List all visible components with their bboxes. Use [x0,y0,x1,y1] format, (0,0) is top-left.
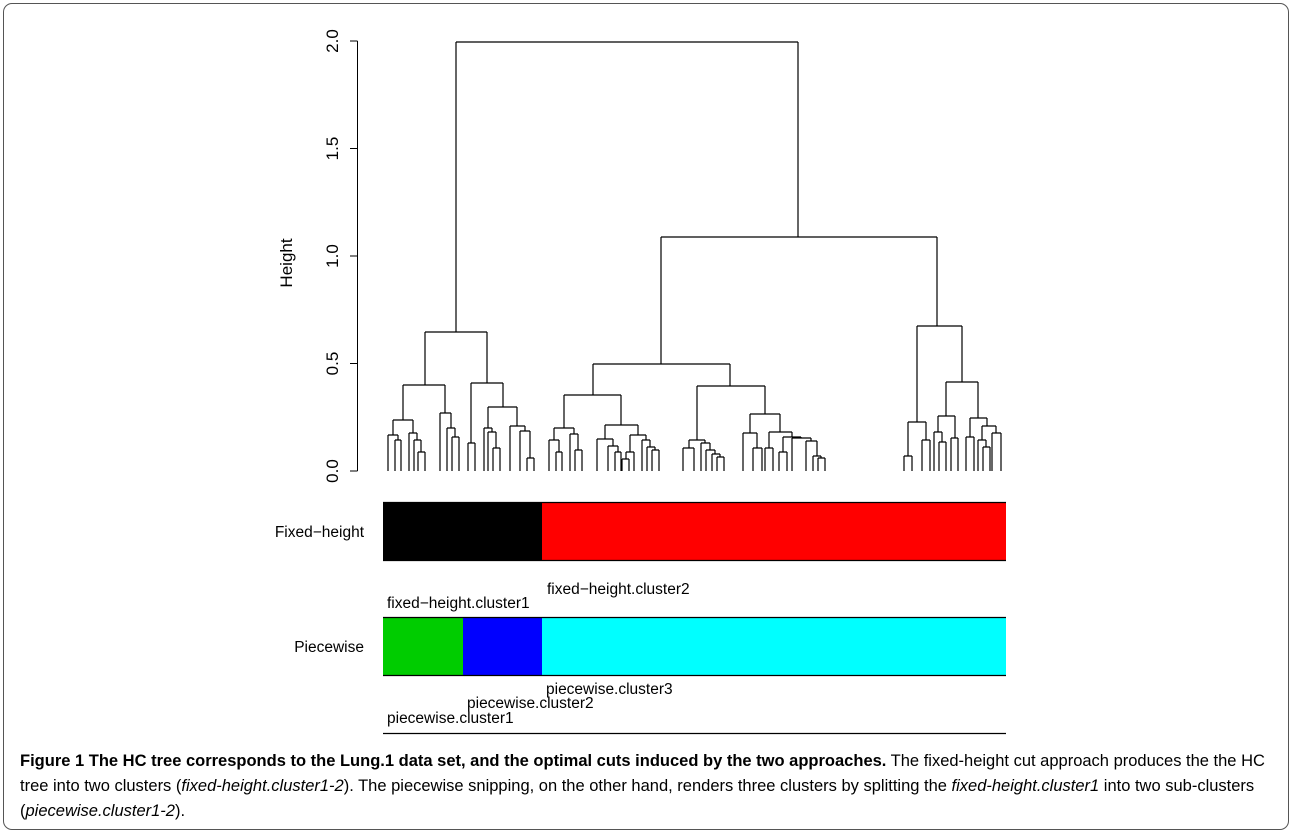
row-label-piecewise: Piecewise [294,639,364,656]
caption-italic-3: piecewise.cluster1-2 [25,802,175,820]
y-tick-label-2: 1.0 [323,244,342,268]
y-tick-label-1: 0.5 [323,352,342,376]
bar-segment-fixed-cluster1 [383,503,542,560]
y-axis-label: Height [277,238,296,287]
y-tick-label-4: 2.0 [323,29,342,53]
caption-italic-2: fixed-height.cluster1 [951,777,1100,795]
segment-label-piecewise-cluster3: piecewise.cluster3 [546,681,673,698]
cluster-bar-fixed-height [383,501,1006,562]
caption-text-3: into two sub-clusters ( [20,777,1255,820]
bar-segment-piecewise-cluster1 [383,618,463,675]
y-axis [350,40,358,472]
caption-italic-1: fixed-height.cluster1-2 [181,777,344,795]
caption-text-2: ). The piecewise snipping, on the other … [343,777,952,795]
y-tick-label-0: 0.0 [323,459,342,483]
bar-segment-piecewise-cluster3 [542,618,1006,675]
figure-frame [3,3,1289,830]
row-label-fixed-height: Fixed−height [275,524,365,541]
caption-title: Figure 1 The HC tree corresponds to the … [20,752,887,770]
dendrogram-figure: 0.0 0.5 1.0 1.5 2.0 Height Fixed−height … [275,29,1006,735]
segment-label-fixed-cluster1: fixed−height.cluster1 [387,595,530,612]
dendrogram-tree [387,41,1002,471]
segment-label-piecewise-cluster2: piecewise.cluster2 [467,695,594,712]
figure-caption: Figure 1 The HC tree corresponds to the … [20,749,1270,824]
caption-text-4: ). [174,802,186,820]
bar-segment-piecewise-cluster2 [463,618,542,675]
segment-label-fixed-cluster2: fixed−height.cluster2 [547,581,690,598]
cluster-bar-piecewise [383,616,1006,677]
bar-segment-fixed-cluster2 [542,503,1006,560]
caption-text-1: The fixed-height cut approach produces t… [20,752,1265,795]
y-tick-label-3: 1.5 [323,137,342,161]
segment-label-piecewise-cluster1: piecewise.cluster1 [387,710,514,727]
